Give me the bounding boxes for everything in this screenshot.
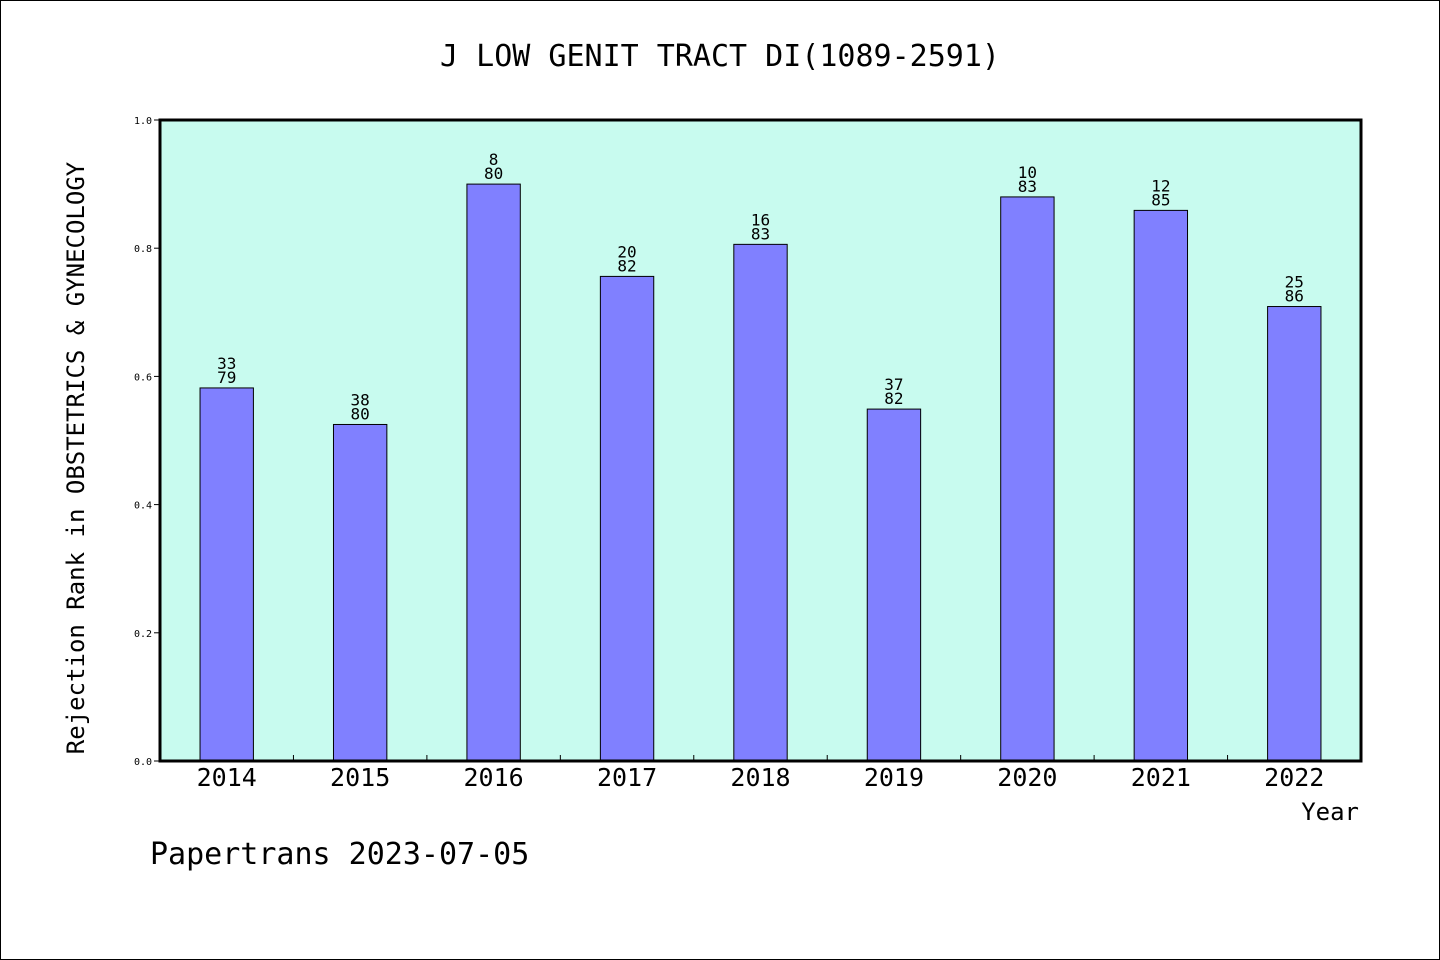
y-axis-ticks: 0.0 0.2 0.4 0.6 0.8 1.0 <box>134 116 160 768</box>
data-label-rank: 37 <box>884 375 903 394</box>
x-tick-label: 2020 <box>997 763 1057 792</box>
data-label-rank: 25 <box>1285 273 1304 292</box>
bar-2019 <box>866 408 922 762</box>
data-label-rank: 16 <box>751 210 770 229</box>
data-label-total: 83 <box>1018 177 1037 196</box>
x-tick-label: 2019 <box>864 763 924 792</box>
data-label-rank: 33 <box>217 354 236 373</box>
data-label-rank: 38 <box>351 390 370 409</box>
data-label-total: 82 <box>884 389 903 408</box>
data-label-rank: 10 <box>1018 163 1037 182</box>
chart-title: J LOW GENIT TRACT DI(1089-2591) <box>440 39 1000 74</box>
x-tick-label: 2021 <box>1131 763 1191 792</box>
footer-note: Papertrans 2023-07-05 <box>150 837 529 872</box>
y-tick-label: 0.8 <box>134 244 152 255</box>
x-tick-label: 2014 <box>197 763 257 792</box>
data-label-total: 80 <box>351 404 370 423</box>
bar-2020 <box>1000 196 1055 762</box>
x-tick-label: 2018 <box>730 763 790 792</box>
bar-2016 <box>466 183 521 762</box>
bars <box>199 183 1322 762</box>
x-tick-label: 2022 <box>1264 763 1324 792</box>
data-label-total: 80 <box>484 164 503 183</box>
bar-2017 <box>599 275 655 762</box>
data-label-rank: 20 <box>617 242 636 261</box>
x-tick-label: 2017 <box>597 763 657 792</box>
y-tick-label: 0.2 <box>134 629 152 640</box>
bar-2018 <box>733 243 788 762</box>
data-label-rank: 8 <box>489 150 499 169</box>
bar-2015 <box>332 423 388 762</box>
y-tick-label: 0.0 <box>134 757 152 768</box>
data-label-rank: 12 <box>1151 176 1170 195</box>
y-tick-label: 0.6 <box>134 372 152 383</box>
plot-border <box>158 118 1363 763</box>
x-tick-label: 2016 <box>464 763 524 792</box>
y-tick-label: 1.0 <box>134 116 152 127</box>
data-label-total: 83 <box>751 224 770 243</box>
bar-2014 <box>199 387 254 762</box>
data-label-total: 85 <box>1151 190 1170 209</box>
data-label-total: 82 <box>617 256 636 275</box>
x-axis-label: Year <box>1301 798 1359 826</box>
bar-2022 <box>1267 306 1322 762</box>
x-axis-ticks: 2014 2015 2016 2017 2018 2019 2020 2021 2022 <box>197 755 1324 792</box>
data-label-total: 79 <box>217 368 236 387</box>
bar-2021 <box>1133 209 1189 762</box>
data-label-total: 86 <box>1285 287 1304 306</box>
y-axis-label: Rejection Rank in OBSTETRICS & GYNECOLOG… <box>62 161 90 754</box>
y-tick-label: 0.4 <box>134 501 152 512</box>
x-tick-label: 2015 <box>330 763 390 792</box>
